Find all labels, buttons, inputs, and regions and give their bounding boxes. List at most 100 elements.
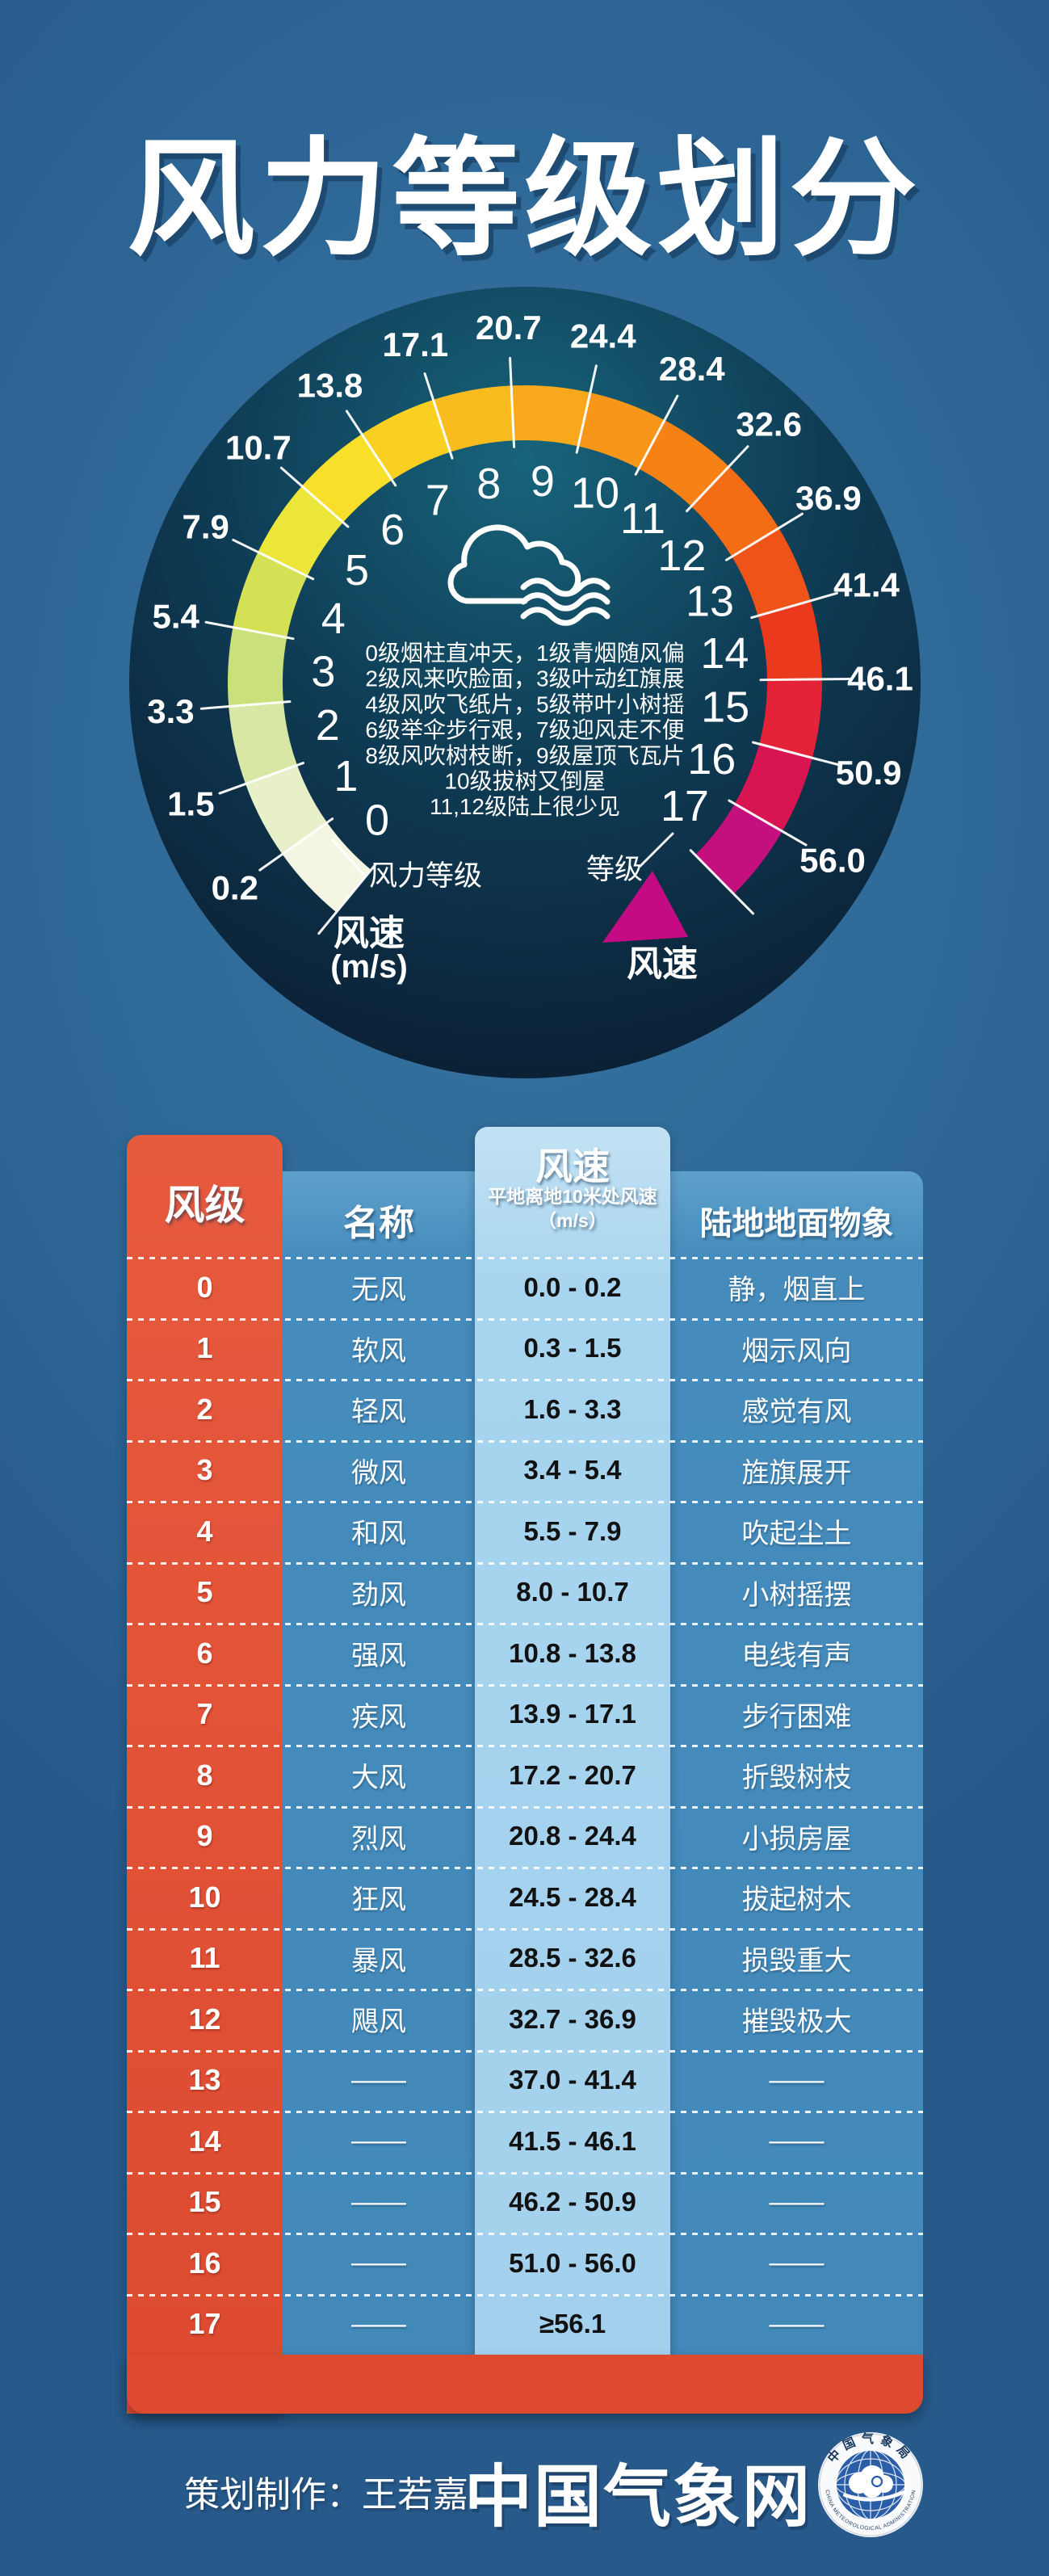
header-speed: 风速 — [535, 1145, 610, 1187]
table-row: 3 微风 3.4 - 5.4 旌旗展开 — [127, 1439, 923, 1501]
cell-speed: 32.7 - 36.9 — [509, 2003, 636, 2034]
table-row: 14 —— 41.5 - 46.1 —— — [127, 2111, 923, 2172]
svg-text:3: 3 — [311, 648, 335, 696]
cell-name: 轻风 — [351, 1397, 406, 1428]
cell-speed: 5.5 - 7.9 — [523, 1515, 622, 1546]
table-row: 17 —— ≥56.1 —— — [127, 2293, 923, 2355]
cell-phenomena: 折毁树枝 — [741, 1763, 852, 1794]
gauge-rhyme: 0级烟柱直冲天，1级青烟随风偏2级风来吹脸面，3级叶动红旗展4级风吹飞纸片，5级… — [365, 641, 684, 819]
cell-level: 11 — [189, 1941, 220, 1975]
label-grade: 等级 — [586, 854, 643, 885]
cell-name: —— — [351, 2186, 406, 2217]
credit-text: 策划制作：王若嘉 — [184, 2475, 468, 2515]
gauge-speed-labels: 0.2 1.5 3.3 5.4 7.9 10.713.8 17.1 20.7 24.4 28.4 3… — [147, 309, 913, 907]
table-row: 8 大风 17.2 - 20.7 折毁树枝 — [127, 1745, 923, 1806]
cell-phenomena: 小树摇摆 — [741, 1579, 852, 1611]
cell-level: 17 — [188, 2307, 221, 2341]
svg-text:7.9: 7.9 — [183, 507, 229, 545]
cell-speed: 1.6 - 3.3 — [523, 1393, 622, 1424]
cell-level: 7 — [196, 1697, 213, 1731]
cell-level: 6 — [196, 1636, 213, 1670]
svg-text:13.8: 13.8 — [297, 367, 363, 405]
cell-name: 暴风 — [351, 1945, 406, 1977]
cloud-wind-icon — [447, 524, 611, 626]
cell-speed: 24.5 - 28.4 — [509, 1881, 636, 1912]
table-row: 10 狂风 24.5 - 28.4 拔起树木 — [127, 1867, 923, 1928]
cell-phenomena: —— — [769, 2308, 825, 2339]
cell-level: 15 — [188, 2185, 221, 2219]
cell-phenomena: 摧毁极大 — [741, 2007, 852, 2038]
svg-text:20.7: 20.7 — [476, 309, 542, 347]
svg-text:10: 10 — [571, 469, 619, 518]
cell-speed: 13.9 - 17.1 — [509, 1699, 636, 1729]
logo-cloud — [843, 2465, 906, 2502]
svg-text:36.9: 36.9 — [795, 479, 862, 517]
svg-text:1.5: 1.5 — [167, 785, 214, 823]
cell-speed: 10.8 - 13.8 — [509, 1637, 636, 1668]
header-level: 风级 — [164, 1183, 245, 1228]
svg-text:56.0: 56.0 — [799, 842, 866, 880]
cell-phenomena: 旌旗展开 — [741, 1457, 852, 1489]
cell-level: 0 — [196, 1270, 213, 1304]
svg-text:5.4: 5.4 — [152, 598, 199, 636]
cell-level: 9 — [196, 1819, 213, 1853]
svg-text:24.4: 24.4 — [570, 317, 636, 355]
cell-name: 微风 — [351, 1457, 406, 1489]
table-row: 13 —— 37.0 - 41.4 —— — [127, 2049, 923, 2111]
cell-name: 烈风 — [351, 1823, 406, 1855]
svg-text:16: 16 — [687, 735, 736, 784]
cell-level: 10 — [188, 1880, 221, 1914]
table-row: 15 —— 46.2 - 50.9 —— — [127, 2171, 923, 2233]
svg-text:6级举伞步行艰，7级迎风走不便: 6级举伞步行艰，7级迎风走不便 — [365, 717, 684, 742]
cell-level: 1 — [196, 1331, 213, 1365]
cell-level: 3 — [196, 1453, 213, 1487]
svg-text:14: 14 — [700, 629, 749, 678]
table-row: 12 飓风 32.7 - 36.9 摧毁极大 — [127, 1989, 923, 2050]
label-speed-right: 风速 — [627, 944, 698, 984]
table-row: 6 强风 10.8 - 13.8 电线有声 — [127, 1623, 923, 1684]
cell-level: 5 — [196, 1575, 213, 1609]
table-row: 9 烈风 20.8 - 24.4 小损房屋 — [127, 1805, 923, 1867]
cell-name: 软风 — [351, 1335, 406, 1367]
svg-text:46.1: 46.1 — [847, 660, 913, 698]
cell-speed: 8.0 - 10.7 — [516, 1577, 629, 1607]
cell-phenomena: —— — [769, 2186, 825, 2217]
cell-phenomena: 步行困难 — [741, 1701, 852, 1733]
cell-name: 无风 — [351, 1275, 406, 1306]
svg-text:8: 8 — [476, 460, 501, 508]
table-row: 1 软风 0.3 - 1.5 烟示风向 — [127, 1317, 923, 1379]
cell-name: 飓风 — [351, 2007, 406, 2038]
svg-text:50.9: 50.9 — [836, 754, 902, 792]
svg-text:6: 6 — [380, 506, 405, 554]
label-speed-left: 风速 — [334, 914, 405, 953]
gauge-ring — [228, 385, 822, 913]
cell-name: 强风 — [351, 1641, 406, 1672]
cell-speed: 51.0 - 56.0 — [509, 2247, 636, 2278]
table-row: 7 疾风 13.9 - 17.1 步行困难 — [127, 1683, 923, 1745]
gauge-ticks — [199, 356, 851, 935]
cell-phenomena: —— — [769, 2064, 825, 2095]
cell-phenomena: 吹起尘土 — [741, 1519, 852, 1550]
cell-name: 和风 — [351, 1519, 406, 1550]
cell-phenomena: 感觉有风 — [741, 1397, 852, 1428]
cell-speed: ≥56.1 — [539, 2309, 606, 2339]
cell-level: 8 — [196, 1758, 213, 1792]
cell-phenomena: 烟示风向 — [741, 1335, 852, 1367]
svg-text:15: 15 — [701, 683, 749, 732]
svg-text:10级拔树又倒屋: 10级拔树又倒屋 — [444, 769, 605, 794]
table-bottom-bar — [127, 2355, 923, 2414]
wind-scale-table: 0 无风 0.0 - 0.2 静，烟直上 1 软风 0.3 - 1.5 烟示风向 2 轻风 1.6 … — [127, 1257, 923, 2355]
cell-name: 劲风 — [351, 1579, 406, 1611]
cell-phenomena: 小损房屋 — [741, 1823, 852, 1855]
cell-name: —— — [351, 2308, 406, 2339]
cell-speed: 0.3 - 1.5 — [523, 1333, 622, 1364]
cell-level: 12 — [188, 2002, 221, 2036]
cell-name: 大风 — [351, 1763, 406, 1794]
svg-text:5: 5 — [345, 546, 369, 595]
header-name: 名称 — [343, 1204, 414, 1243]
gauge-arrow — [602, 871, 688, 943]
svg-text:13: 13 — [686, 578, 734, 626]
cell-level: 13 — [188, 2063, 221, 2097]
